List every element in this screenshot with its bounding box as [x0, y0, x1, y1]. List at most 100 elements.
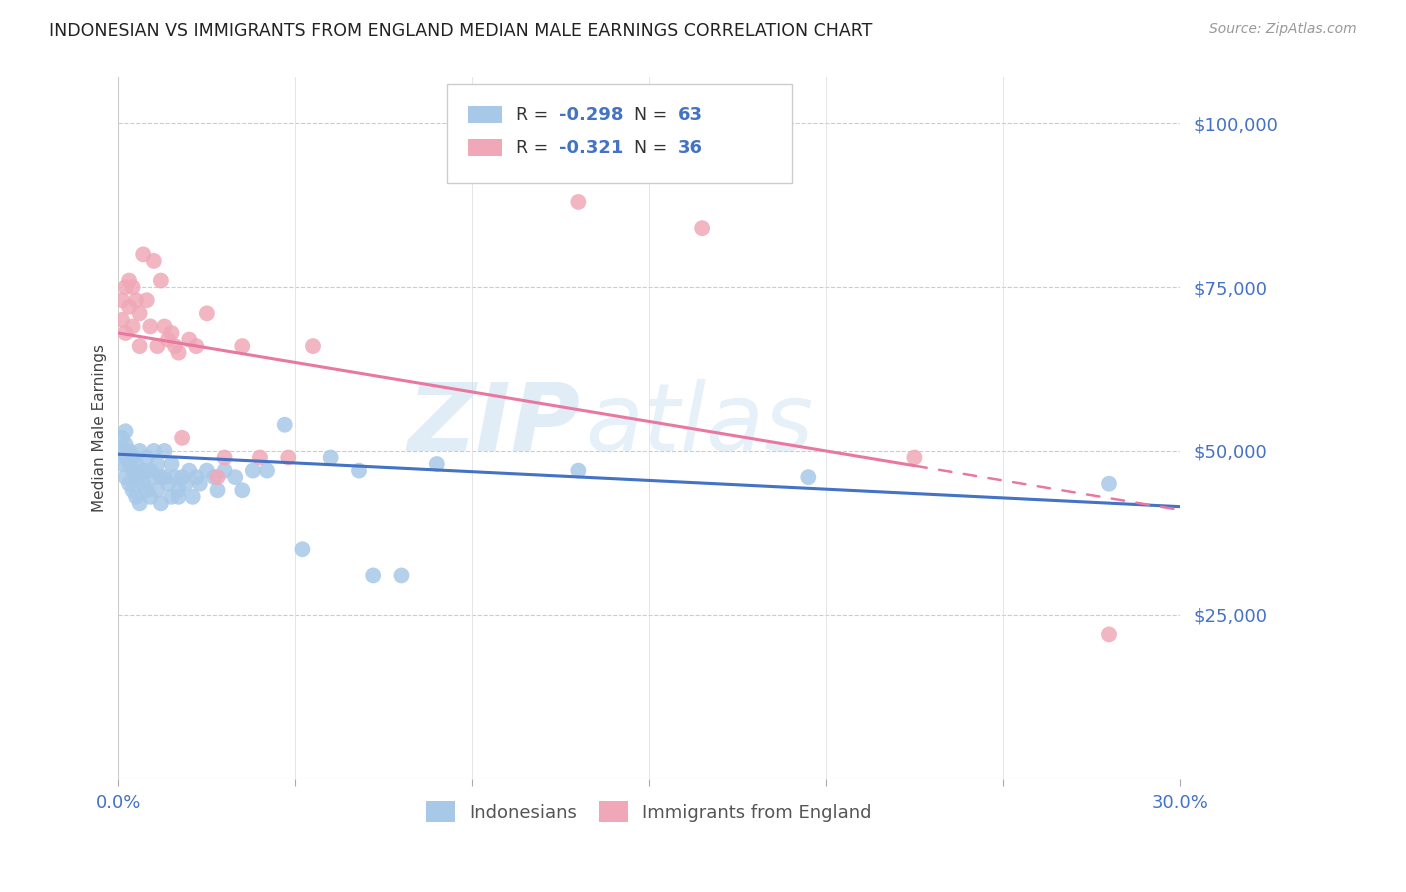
- Point: [125, 470, 148, 484]
- Point: [167, 490, 190, 504]
- Point: [132, 476, 155, 491]
- Point: [118, 274, 141, 288]
- Text: -0.321: -0.321: [560, 138, 623, 157]
- Point: [118, 476, 141, 491]
- Point: [118, 457, 141, 471]
- Point: [128, 496, 150, 510]
- Point: [125, 457, 148, 471]
- Point: [121, 319, 143, 334]
- Point: [188, 476, 211, 491]
- Point: [149, 470, 172, 484]
- Text: -0.298: -0.298: [560, 105, 623, 124]
- Point: [125, 293, 148, 308]
- Point: [142, 444, 165, 458]
- Point: [146, 483, 169, 498]
- Point: [207, 483, 229, 498]
- Text: INDONESIAN VS IMMIGRANTS FROM ENGLAND MEDIAN MALE EARNINGS CORRELATION CHART: INDONESIAN VS IMMIGRANTS FROM ENGLAND ME…: [49, 22, 873, 40]
- Point: [118, 300, 141, 314]
- Text: 36: 36: [678, 138, 703, 157]
- Point: [249, 450, 271, 465]
- Point: [172, 431, 194, 445]
- Point: [231, 483, 253, 498]
- Point: [153, 444, 176, 458]
- Point: [361, 568, 384, 582]
- FancyBboxPatch shape: [468, 106, 502, 123]
- Y-axis label: Median Male Earnings: Median Male Earnings: [93, 344, 107, 512]
- Point: [179, 333, 201, 347]
- FancyBboxPatch shape: [447, 85, 793, 183]
- Point: [153, 470, 176, 484]
- Point: [132, 464, 155, 478]
- Point: [302, 339, 325, 353]
- Point: [114, 425, 136, 439]
- Point: [139, 464, 162, 478]
- Point: [160, 490, 183, 504]
- Point: [132, 247, 155, 261]
- Point: [149, 274, 172, 288]
- Point: [1098, 627, 1121, 641]
- Point: [128, 470, 150, 484]
- Point: [142, 470, 165, 484]
- Point: [139, 319, 162, 334]
- Point: [128, 339, 150, 353]
- Point: [111, 457, 134, 471]
- Point: [146, 339, 169, 353]
- Point: [231, 339, 253, 353]
- Point: [167, 345, 190, 359]
- Point: [181, 490, 204, 504]
- Point: [207, 470, 229, 484]
- Point: [114, 326, 136, 340]
- Point: [186, 339, 208, 353]
- Point: [277, 450, 299, 465]
- Point: [121, 450, 143, 465]
- Text: ZIP: ZIP: [408, 378, 581, 470]
- Point: [319, 450, 342, 465]
- Point: [149, 496, 172, 510]
- Point: [256, 464, 278, 478]
- Point: [135, 483, 157, 498]
- Point: [156, 333, 179, 347]
- Point: [135, 293, 157, 308]
- Point: [224, 470, 246, 484]
- Text: R =: R =: [516, 138, 554, 157]
- Point: [567, 194, 589, 209]
- Point: [174, 476, 197, 491]
- Text: N =: N =: [623, 138, 672, 157]
- Point: [172, 470, 194, 484]
- Legend: Indonesians, Immigrants from England: Indonesians, Immigrants from England: [419, 794, 879, 830]
- Point: [391, 568, 413, 582]
- Point: [114, 280, 136, 294]
- Point: [567, 464, 589, 478]
- Point: [291, 542, 314, 557]
- Point: [121, 280, 143, 294]
- Point: [797, 470, 820, 484]
- Point: [142, 254, 165, 268]
- Point: [114, 437, 136, 451]
- Text: atlas: atlas: [585, 379, 814, 470]
- Point: [121, 464, 143, 478]
- Point: [202, 470, 225, 484]
- Point: [111, 431, 134, 445]
- Point: [186, 470, 208, 484]
- Point: [153, 319, 176, 334]
- Point: [160, 326, 183, 340]
- Point: [690, 221, 713, 235]
- Point: [273, 417, 295, 432]
- Point: [111, 444, 134, 458]
- Point: [128, 306, 150, 320]
- Point: [347, 464, 370, 478]
- Point: [160, 457, 183, 471]
- Point: [179, 464, 201, 478]
- Point: [111, 313, 134, 327]
- Text: R =: R =: [516, 105, 554, 124]
- Point: [1098, 476, 1121, 491]
- Point: [167, 483, 190, 498]
- Text: N =: N =: [623, 105, 672, 124]
- Point: [903, 450, 925, 465]
- Point: [214, 450, 236, 465]
- Point: [111, 293, 134, 308]
- Point: [214, 464, 236, 478]
- Point: [121, 483, 143, 498]
- Point: [135, 450, 157, 465]
- Point: [139, 490, 162, 504]
